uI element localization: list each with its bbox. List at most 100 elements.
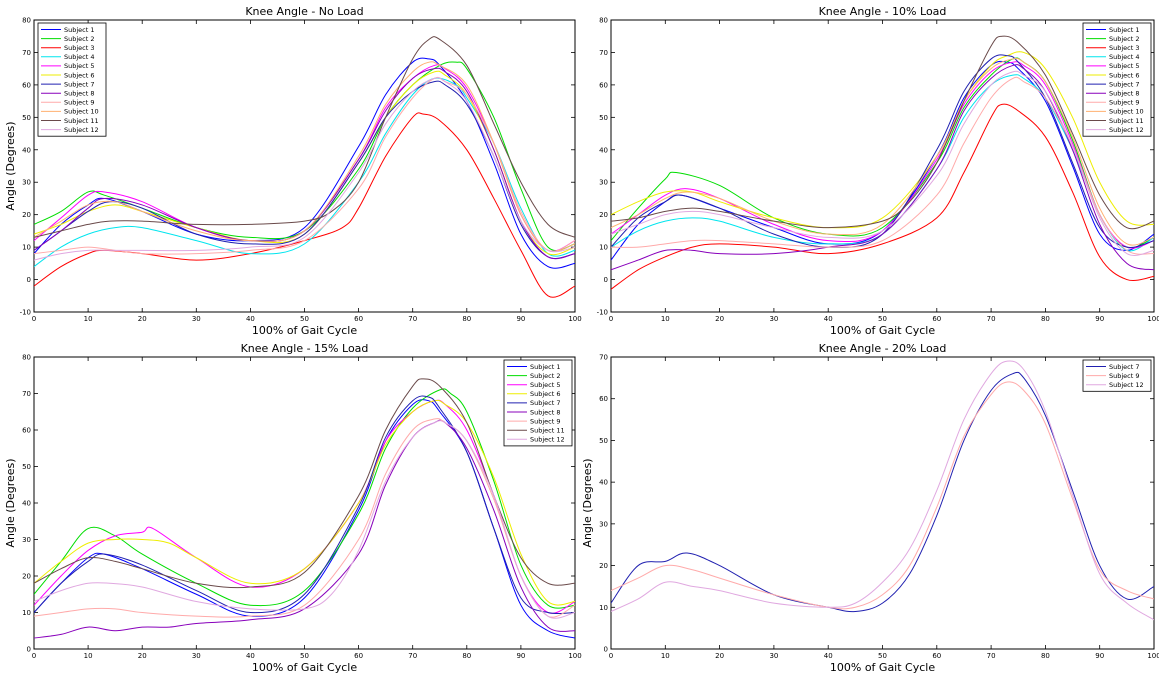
y-axis-label: Angle (Degrees) — [581, 458, 594, 547]
y-tick-label: 40 — [22, 146, 31, 154]
series-line-subject-12 — [611, 360, 1154, 621]
x-tick-label: 30 — [192, 315, 201, 323]
x-tick-label: 70 — [987, 652, 996, 660]
series-line-subject-12 — [34, 420, 575, 619]
series-line-subject-11 — [611, 35, 1154, 230]
legend-label: Subject 9 — [1109, 99, 1140, 107]
x-tick-label: 60 — [932, 315, 941, 323]
x-tick-label: 90 — [516, 315, 525, 323]
series-line-subject-7 — [611, 371, 1154, 613]
y-tick-label: 50 — [22, 114, 31, 122]
y-tick-label: 20 — [599, 211, 608, 219]
legend-box — [37, 22, 107, 137]
legend-label: Subject 12 — [1109, 126, 1144, 134]
legend-label: Subject 12 — [1109, 381, 1144, 389]
legend-label: Subject 10 — [1109, 108, 1144, 116]
x-tick-label: 90 — [516, 652, 525, 660]
subplot-20-load: 0 10 20 30 40 50 60 70 80 90 100 0 10 20 30 40 50 60 70 Kne… — [581, 342, 1159, 674]
x-tick-label: 80 — [1041, 652, 1050, 660]
series-line-subject-10 — [611, 57, 1154, 246]
y-tick-label: 0 — [27, 646, 31, 654]
y-tick-label: 60 — [22, 81, 31, 89]
legend-label: Subject 1 — [530, 363, 561, 371]
y-tick-label: 10 — [599, 604, 608, 612]
series-line-subject-8 — [34, 67, 575, 260]
legend-label: Subject 6 — [530, 390, 561, 398]
y-tick-label: 80 — [22, 17, 31, 25]
legend-label: Subject 1 — [64, 26, 95, 34]
x-tick-label: 0 — [32, 315, 36, 323]
chart-title: Knee Angle - 15% Load — [241, 342, 369, 355]
x-tick-label: 80 — [462, 652, 471, 660]
x-tick-label: 70 — [987, 315, 996, 323]
subplot-15-load: 0 10 20 30 40 50 60 70 80 90 100 0 10 20 30 40 50 60 70 80 K… — [4, 342, 582, 674]
y-tick-label: 50 — [599, 114, 608, 122]
plot-area — [33, 19, 576, 313]
y-tick-label: 0 — [604, 646, 608, 654]
y-tick-label: 30 — [599, 520, 608, 528]
chart-title: Knee Angle - 20% Load — [819, 342, 947, 355]
legend-label: Subject 11 — [530, 427, 565, 435]
legend-label: Subject 1 — [1109, 26, 1140, 34]
subplot-no-load: 0 10 20 30 40 50 60 70 80 90 100-10010203040506070… — [4, 5, 582, 337]
series-line-subject-2 — [34, 61, 575, 252]
x-tick-label: 20 — [138, 315, 147, 323]
x-tick-label: 80 — [1041, 315, 1050, 323]
chart-title: Knee Angle - 10% Load — [819, 5, 947, 18]
x-axis-label: 100% of Gait Cycle — [830, 324, 935, 337]
x-tick-label: 20 — [715, 315, 724, 323]
x-tick-label: 60 — [354, 652, 363, 660]
legend-label: Subject 10 — [64, 108, 99, 116]
legend-label: Subject 9 — [1109, 372, 1140, 380]
legend-label: Subject 11 — [64, 117, 99, 125]
x-tick-label: 10 — [661, 652, 670, 660]
y-tick-label: 30 — [22, 179, 31, 187]
legend-label: Subject 7 — [64, 80, 95, 88]
legend-label: Subject 2 — [1109, 35, 1140, 43]
x-tick-label: 90 — [1095, 652, 1104, 660]
y-tick-label: 30 — [599, 179, 608, 187]
legend-label: Subject 11 — [1109, 117, 1144, 125]
x-tick-label: 50 — [300, 652, 309, 660]
y-tick-label: 20 — [22, 211, 31, 219]
x-tick-label: 50 — [878, 315, 887, 323]
x-tick-label: 50 — [300, 315, 309, 323]
x-tick-label: 100 — [568, 652, 581, 660]
y-axis-label: Angle (Degrees) — [4, 121, 17, 210]
series-line-subject-12 — [611, 70, 1154, 256]
series-line-subject-8 — [611, 64, 1154, 271]
legend-label: Subject 5 — [64, 62, 95, 70]
legend-label: Subject 9 — [530, 417, 561, 425]
series-line-subject-9 — [611, 381, 1154, 610]
y-tick-label: 20 — [599, 562, 608, 570]
y-tick-label: -10 — [20, 309, 31, 317]
legend-label: Subject 7 — [1109, 363, 1140, 371]
series-lines — [34, 378, 575, 639]
y-tick-label: 10 — [22, 609, 31, 617]
x-tick-label: 80 — [462, 315, 471, 323]
series-line-subject-12 — [34, 77, 575, 261]
legend-box — [1082, 22, 1152, 137]
legend-label: Subject 2 — [530, 372, 561, 380]
x-tick-label: 10 — [84, 315, 93, 323]
legend-label: Subject 9 — [64, 99, 95, 107]
series-lines — [34, 36, 575, 298]
legend-label: Subject 8 — [1109, 90, 1140, 98]
y-tick-label: 70 — [22, 49, 31, 57]
x-tick-label: 40 — [824, 315, 833, 323]
x-tick-label: 30 — [769, 315, 778, 323]
x-tick-label: 40 — [246, 652, 255, 660]
y-tick-label: 60 — [599, 395, 608, 403]
x-axis-label: 100% of Gait Cycle — [830, 661, 935, 674]
legend-label: Subject 7 — [1109, 80, 1140, 88]
x-tick-label: 40 — [246, 315, 255, 323]
x-axis-label: 100% of Gait Cycle — [252, 324, 357, 337]
y-tick-label: 40 — [22, 500, 31, 508]
y-axis-label: Angle (Degrees) — [4, 458, 17, 547]
series-line-subject-11 — [34, 36, 575, 238]
series-lines — [611, 35, 1154, 290]
y-tick-label: 60 — [599, 81, 608, 89]
y-tick-label: 50 — [599, 437, 608, 445]
